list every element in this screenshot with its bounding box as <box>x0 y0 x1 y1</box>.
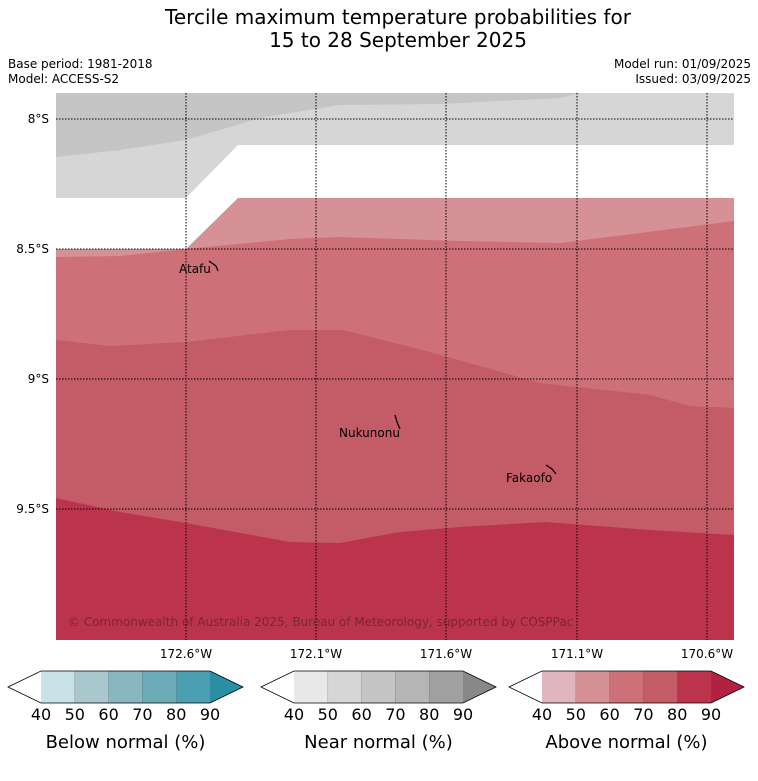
below-colorbar-tick-label: 80 <box>166 705 186 724</box>
below-colorbar-tick-label: 40 <box>31 705 51 724</box>
above-colorbar-segment <box>609 671 644 703</box>
near-colorbar-segment <box>395 671 430 703</box>
above-colorbar-segment <box>542 671 576 703</box>
place-label-fakaofo: Fakaofo <box>506 471 552 485</box>
lon-label-172-1w: 172.1°W <box>290 647 342 661</box>
near-colorbar-tick-label: 50 <box>318 705 338 724</box>
above-colorbar-tick-label: 60 <box>599 705 619 724</box>
title-line-1: Tercile maximum temperature probabilitie… <box>165 5 631 29</box>
near-colorbar-outline <box>260 670 497 704</box>
near-colorbar-tick-label: 90 <box>453 705 473 724</box>
run-info: Model run: 01/09/2025 Issued: 03/09/2025 <box>614 57 751 87</box>
above-colorbar-segment <box>643 671 678 703</box>
near-colorbar-segment <box>361 671 396 703</box>
below-colorbar-tick-label: 90 <box>200 705 220 724</box>
lat-label-9-5s: 9.5°S <box>16 502 49 516</box>
above-colorbar-segment <box>575 671 610 703</box>
below-colorbar-segment <box>176 671 210 703</box>
above-colorbar-tick-label: 80 <box>667 705 687 724</box>
issued-date: Issued: 03/09/2025 <box>635 72 751 86</box>
below-colorbar-high-extend <box>210 671 243 703</box>
lon-label-171-6w: 171.6°W <box>420 647 472 661</box>
below-colorbar-tick-label: 50 <box>65 705 85 724</box>
copyright-notice: © Commonwealth of Australia 2025, Bureau… <box>68 615 573 629</box>
probability-field <box>56 93 734 640</box>
model-info: Base period: 1981-2018 Model: ACCESS-S2 <box>8 57 153 87</box>
model-run: Model run: 01/09/2025 <box>613 57 751 71</box>
title-line-2: 15 to 28 September 2025 <box>269 28 527 52</box>
near-colorbar-tick-label: 60 <box>351 705 371 724</box>
above-normal-80-region <box>56 498 734 640</box>
below-colorbar-segment <box>41 671 75 703</box>
near-colorbar-high-extend <box>463 671 496 703</box>
gridlines <box>56 93 734 640</box>
above-colorbar-segment <box>677 671 711 703</box>
above-colorbar-tick-label: 50 <box>566 705 586 724</box>
below-colorbar-segment <box>142 671 177 703</box>
above-colorbar-tick-label: 90 <box>701 705 721 724</box>
below-colorbar-segment <box>74 671 109 703</box>
lat-label-8s: 8°S <box>28 112 49 126</box>
map-title: Tercile maximum temperature probabilitie… <box>0 6 758 52</box>
place-label-atafu: Atafu <box>179 262 211 276</box>
near-colorbar-tick-label: 70 <box>385 705 405 724</box>
lon-label-170-6w: 170.6°W <box>681 647 733 661</box>
above-colorbar-high-extend <box>711 671 744 703</box>
near-colorbar-tick-label: 40 <box>284 705 304 724</box>
above-colorbar-outline <box>508 670 745 704</box>
below-colorbar-outline <box>7 670 244 704</box>
lon-label-172-6w: 172.6°W <box>160 647 212 661</box>
atafu-island <box>208 260 219 272</box>
fakaofo-island <box>545 464 557 475</box>
below-colorbar-low-extend <box>8 671 41 703</box>
model-name: Model: ACCESS-S2 <box>8 72 120 86</box>
near-colorbar-low-extend <box>261 671 294 703</box>
below-colorbar-tick-label: 60 <box>98 705 118 724</box>
near-colorbar-segment <box>327 671 362 703</box>
above-colorbar-low-extend <box>509 671 542 703</box>
above-colorbar-tick-label: 70 <box>633 705 653 724</box>
below-colorbar-title: Below normal (%) <box>46 732 206 753</box>
lat-label-9s: 9°S <box>28 372 49 386</box>
near-colorbar-segment <box>294 671 328 703</box>
near-normal-60-region <box>56 93 580 157</box>
below-colorbar-tick-label: 70 <box>132 705 152 724</box>
near-colorbar-title: Near normal (%) <box>304 732 453 753</box>
above-colorbar-tick-label: 40 <box>532 705 552 724</box>
near-colorbar-tick-label: 80 <box>419 705 439 724</box>
near-colorbar-segment <box>429 671 463 703</box>
below-normal-colorbar: 40 50 60 70 80 90 Below normal (%) <box>7 670 244 753</box>
nukunonu-island <box>394 414 401 430</box>
lon-label-171-1w: 171.1°W <box>551 647 603 661</box>
colorbar-legends: 40 50 60 70 80 90 Below normal (%) 40 50 60 70 80 90… <box>7 670 745 753</box>
place-label-nukunonu: Nukunonu <box>339 426 400 440</box>
lat-label-8-5s: 8.5°S <box>16 242 49 256</box>
above-colorbar-title: Above normal (%) <box>545 732 707 753</box>
base-period: Base period: 1981-2018 <box>8 57 153 71</box>
above-normal-colorbar: 40 50 60 70 80 90 Above normal (%) <box>508 670 745 753</box>
below-colorbar-segment <box>108 671 143 703</box>
